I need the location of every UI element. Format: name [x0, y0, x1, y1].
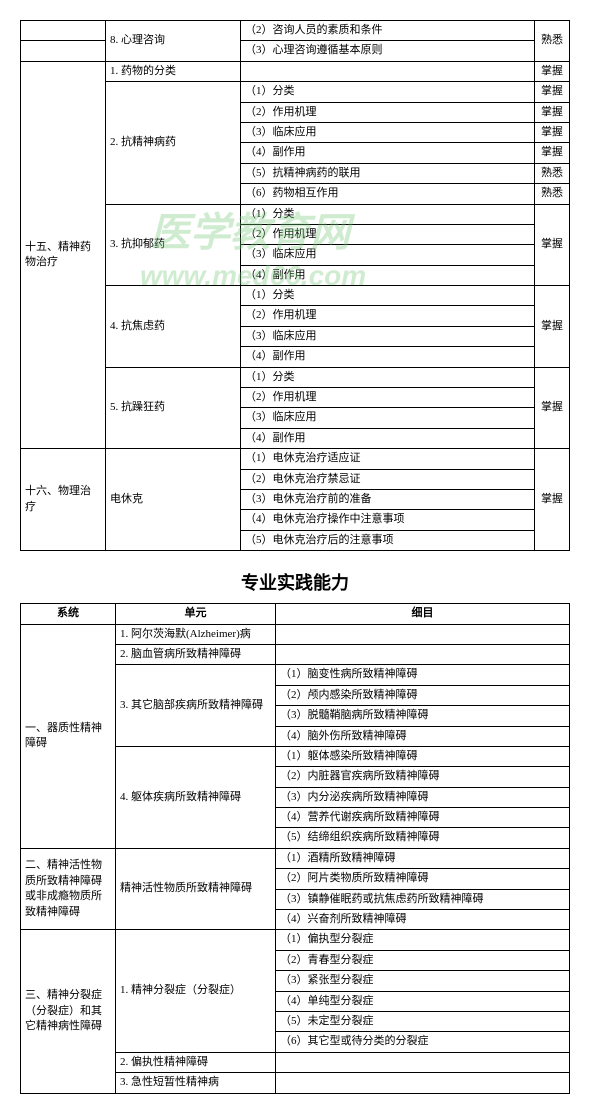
cell: 5. 抗躁狂药 [106, 367, 241, 449]
cell: （3）心理咨询遵循基本原则 [241, 41, 535, 61]
cell: （2）内脏器官疾病所致精神障碍 [276, 767, 570, 787]
cell: 掌握 [535, 204, 570, 286]
cell: （2）颅内感染所致精神障碍 [276, 685, 570, 705]
cell: 掌握 [535, 449, 570, 551]
group-label: 二、精神活性物质所致精神障碍或非成瘾物质所致精神障碍 [21, 848, 116, 930]
cell: 2. 偏执性精神障碍 [116, 1052, 276, 1072]
cell: 精神活性物质所致精神障碍 [116, 848, 276, 930]
cell: 电休克 [106, 449, 241, 551]
table-2: 系统 单元 细目 一、器质性精神障碍 1. 阿尔茨海默(Alzheimer)病 … [20, 603, 570, 1093]
cell: 3. 其它脑部疾病所致精神障碍 [116, 665, 276, 747]
cell: （4）电休克治疗操作中注意事项 [241, 510, 535, 530]
cell: 熟悉 [535, 163, 570, 183]
cell: （1）偏执型分裂症 [276, 930, 570, 950]
cell: （3）临床应用 [241, 122, 535, 142]
cell: 4. 抗焦虑药 [106, 286, 241, 368]
cell: （1）躯体感染所致精神障碍 [276, 746, 570, 766]
cell: （4）副作用 [241, 347, 535, 367]
cell: 掌握 [535, 61, 570, 81]
section-label: 十五、精神药物治疗 [21, 61, 106, 448]
cell: 8. 心理咨询 [106, 21, 241, 62]
col-header: 单元 [116, 604, 276, 624]
group-label: 三、精神分裂症（分裂症）和其它精神病性障碍 [21, 930, 116, 1093]
table-row: 十六、物理治疗 电休克 （1）电休克治疗适应证 掌握 [21, 449, 570, 469]
cell: （2）作用机理 [241, 102, 535, 122]
cell: （3）临床应用 [241, 408, 535, 428]
cell: 熟悉 [535, 21, 570, 62]
cell: 掌握 [535, 367, 570, 449]
cell: 掌握 [535, 143, 570, 163]
cell: （2）咨询人员的素质和条件 [241, 21, 535, 41]
group-label: 一、器质性精神障碍 [21, 624, 116, 848]
cell: （3）电休克治疗前的准备 [241, 489, 535, 509]
cell: （4）副作用 [241, 265, 535, 285]
cell: （2）作用机理 [241, 306, 535, 326]
cell: （5）电休克治疗后的注意事项 [241, 530, 535, 550]
cell: （4）脑外伤所致精神障碍 [276, 726, 570, 746]
cell: 1. 药物的分类 [106, 61, 241, 81]
cell: （1）酒精所致精神障碍 [276, 848, 570, 868]
cell: （3）脱髓鞘脑病所致精神障碍 [276, 706, 570, 726]
table-row: 一、器质性精神障碍 1. 阿尔茨海默(Alzheimer)病 [21, 624, 570, 644]
cell: 掌握 [535, 286, 570, 368]
cell: （1）分类 [241, 204, 535, 224]
cell: 4. 躯体疾病所致精神障碍 [116, 746, 276, 848]
cell: 3. 抗抑郁药 [106, 204, 241, 286]
cell: （4）副作用 [241, 143, 535, 163]
cell: （6）其它型或待分类的分裂症 [276, 1032, 570, 1052]
table-header-row: 系统 单元 细目 [21, 604, 570, 624]
cell: 熟悉 [535, 184, 570, 204]
cell: （1）分类 [241, 367, 535, 387]
cell: （2）作用机理 [241, 224, 535, 244]
table-row: 二、精神活性物质所致精神障碍或非成瘾物质所致精神障碍 精神活性物质所致精神障碍 … [21, 848, 570, 868]
cell: （2）阿片类物质所致精神障碍 [276, 869, 570, 889]
table-row: 8. 心理咨询 （2）咨询人员的素质和条件 熟悉 [21, 21, 570, 41]
cell: 1. 精神分裂症（分裂症） [116, 930, 276, 1052]
table-row: （3）心理咨询遵循基本原则 [21, 41, 570, 61]
cell: （4）副作用 [241, 428, 535, 448]
cell: （6）药物相互作用 [241, 184, 535, 204]
cell: （5）抗精神病药的联用 [241, 163, 535, 183]
section-label: 十六、物理治疗 [21, 449, 106, 551]
table-row: 十五、精神药物治疗 1. 药物的分类 掌握 [21, 61, 570, 81]
cell: 2. 抗精神病药 [106, 82, 241, 204]
cell: （3）临床应用 [241, 326, 535, 346]
cell: （1）电休克治疗适应证 [241, 449, 535, 469]
cell: 掌握 [535, 122, 570, 142]
cell: 2. 脑血管病所致精神障碍 [116, 644, 276, 664]
cell: （2）作用机理 [241, 388, 535, 408]
col-header: 系统 [21, 604, 116, 624]
cell: （3）临床应用 [241, 245, 535, 265]
section-title: 专业实践能力 [20, 569, 570, 595]
cell: （4）兴奋剂所致精神障碍 [276, 910, 570, 930]
cell: （1）脑变性病所致精神障碍 [276, 665, 570, 685]
cell: （5）结缔组织疾病所致精神障碍 [276, 828, 570, 848]
cell: （1）分类 [241, 82, 535, 102]
cell: （4）营养代谢疾病所致精神障碍 [276, 808, 570, 828]
cell: （3）镇静催眠药或抗焦虑药所致精神障碍 [276, 889, 570, 909]
col-header: 细目 [276, 604, 570, 624]
table-row: 三、精神分裂症（分裂症）和其它精神病性障碍 1. 精神分裂症（分裂症） （1）偏… [21, 930, 570, 950]
table-1: 8. 心理咨询 （2）咨询人员的素质和条件 熟悉 （3）心理咨询遵循基本原则 十… [20, 20, 570, 551]
cell: （5）未定型分裂症 [276, 1011, 570, 1031]
cell: （3）内分泌疾病所致精神障碍 [276, 787, 570, 807]
cell: （2）青春型分裂症 [276, 950, 570, 970]
cell: 1. 阿尔茨海默(Alzheimer)病 [116, 624, 276, 644]
cell: （1）分类 [241, 286, 535, 306]
cell: （2）电休克治疗禁忌证 [241, 469, 535, 489]
cell: 3. 急性短暂性精神病 [116, 1073, 276, 1093]
cell: 掌握 [535, 102, 570, 122]
cell: 掌握 [535, 82, 570, 102]
cell: （3）紧张型分裂症 [276, 971, 570, 991]
cell: （4）单纯型分裂症 [276, 991, 570, 1011]
